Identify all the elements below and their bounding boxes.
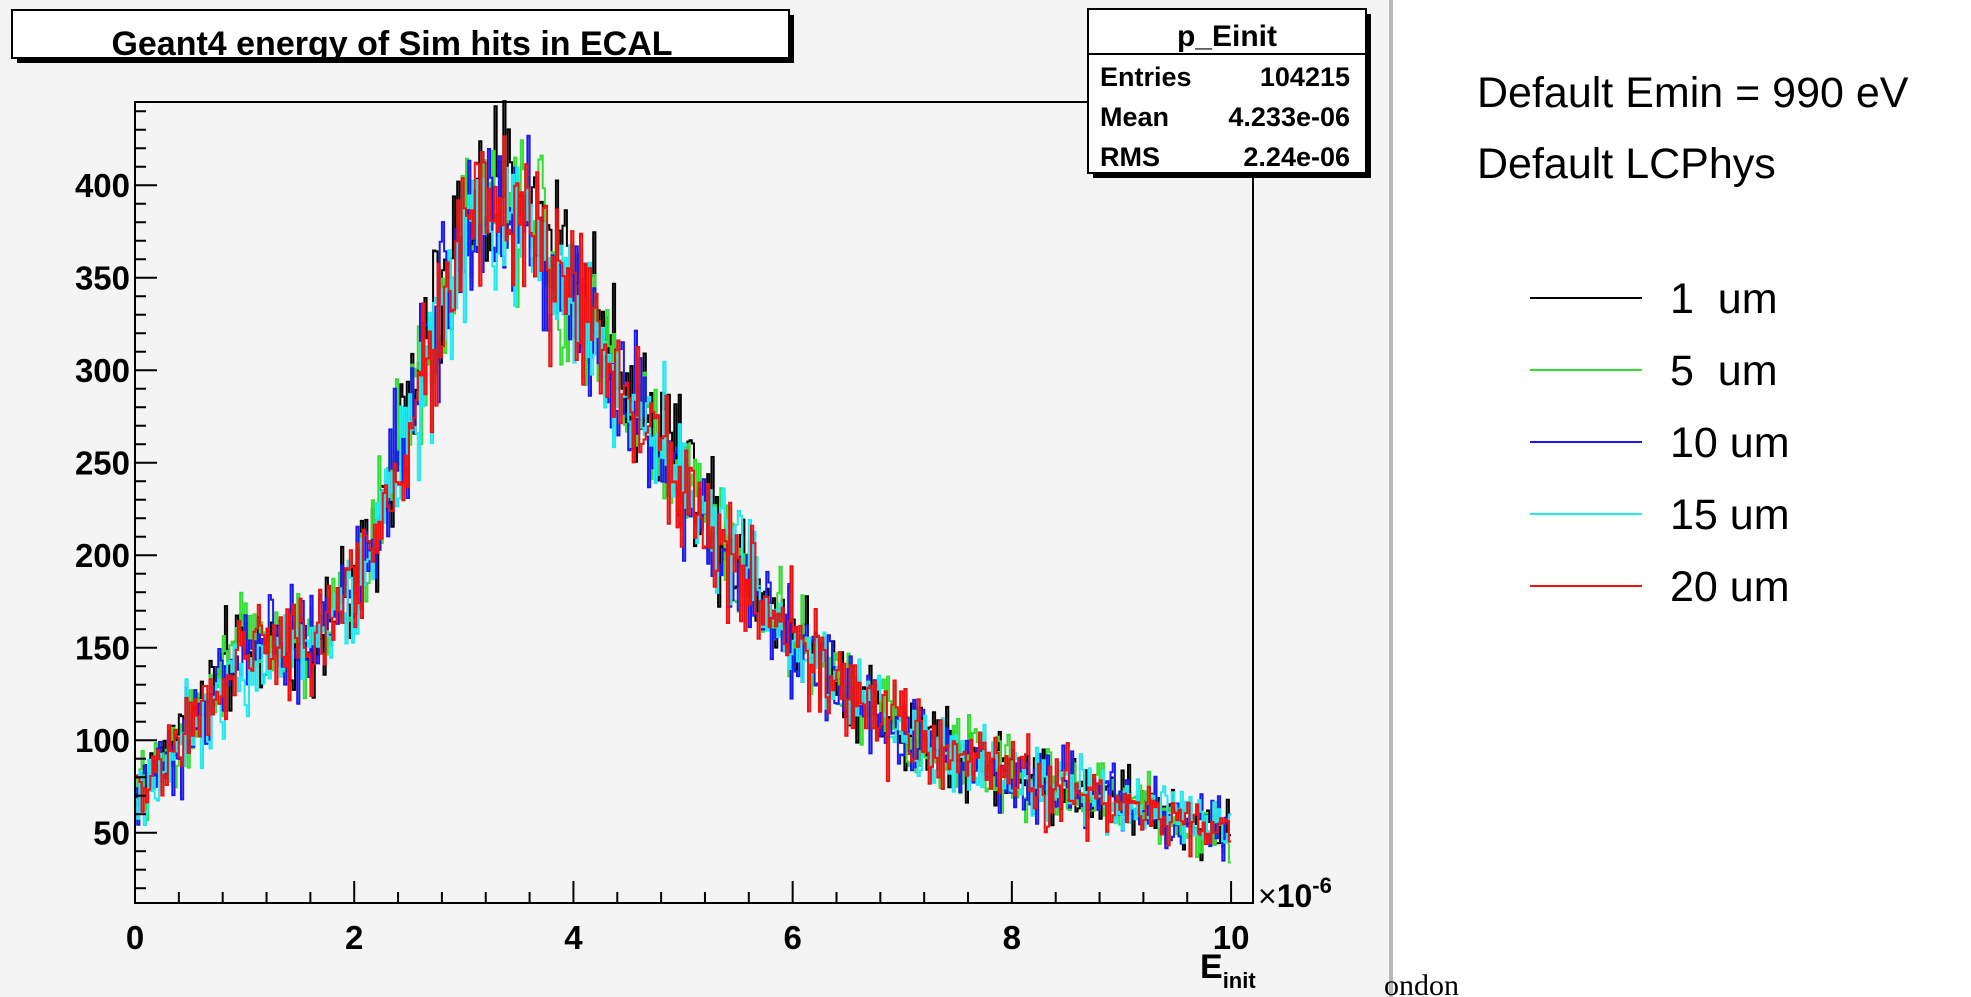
x-exponent-label: ×10-6 bbox=[1258, 873, 1332, 914]
y-tick-label: 250 bbox=[75, 445, 130, 482]
legend-label-3: 10 um bbox=[1670, 419, 1790, 467]
x-tick-label: 10 bbox=[1213, 919, 1250, 956]
y-tick-label: 350 bbox=[75, 260, 130, 297]
title-box bbox=[11, 9, 790, 59]
legend-label-5: 20 um bbox=[1670, 563, 1790, 611]
x-tick-label: 6 bbox=[783, 919, 801, 956]
stats-entries-label: Entries bbox=[1100, 62, 1192, 92]
y-tick-label: 200 bbox=[75, 537, 130, 574]
x-tick-label: 2 bbox=[345, 919, 363, 956]
y-tick-label: 150 bbox=[75, 630, 130, 667]
x-axis-label-main: E bbox=[1200, 948, 1223, 986]
footer-fragment: ondon bbox=[1384, 969, 1459, 997]
stats-mean-value: 4.233e-06 bbox=[1228, 102, 1350, 132]
x-tick-label: 8 bbox=[1003, 919, 1021, 956]
x-tick-label: 4 bbox=[564, 919, 583, 956]
stats-mean-label: Mean bbox=[1100, 102, 1169, 132]
annotation-emin: Default Emin = 990 eV bbox=[1477, 69, 1909, 117]
series-layer bbox=[135, 100, 1232, 864]
stats-title: p_Einit bbox=[1177, 20, 1277, 53]
stats-box bbox=[1087, 8, 1367, 174]
legend: 1 um 5 um 10 um 15 um 20 um bbox=[1530, 275, 1790, 611]
legend-label-2: 5 um bbox=[1670, 347, 1778, 395]
x-axis-label-subscript: init bbox=[1223, 968, 1257, 993]
x-exponent-base: 10 bbox=[1277, 878, 1313, 914]
series-line-5 bbox=[135, 135, 1232, 858]
stats-rms-label: RMS bbox=[1100, 142, 1160, 172]
y-tick-label: 50 bbox=[93, 815, 130, 852]
legend-label-4: 15 um bbox=[1670, 491, 1790, 539]
x-axis-label: Einit bbox=[1200, 948, 1256, 993]
multiply-sign: × bbox=[1258, 878, 1277, 914]
y-tick-label: 300 bbox=[75, 352, 130, 389]
annotation-physics-list: Default LCPhys bbox=[1477, 140, 1776, 188]
x-tick-label: 0 bbox=[126, 919, 144, 956]
y-tick-label: 400 bbox=[75, 167, 130, 204]
series-line-4 bbox=[135, 166, 1232, 844]
y-tick-label: 100 bbox=[75, 722, 130, 759]
legend-label-1: 1 um bbox=[1670, 275, 1778, 323]
chart-title: Geant4 energy of Sim hits in ECAL bbox=[111, 25, 672, 63]
stats-entries-value: 104215 bbox=[1260, 62, 1350, 92]
axes-layer: 0 2 4 6 8 10 50 100 150 200 250 300 350 400 bbox=[75, 102, 1253, 956]
stats-rms-value: 2.24e-06 bbox=[1243, 142, 1350, 172]
x-exponent-power: -6 bbox=[1312, 873, 1332, 898]
